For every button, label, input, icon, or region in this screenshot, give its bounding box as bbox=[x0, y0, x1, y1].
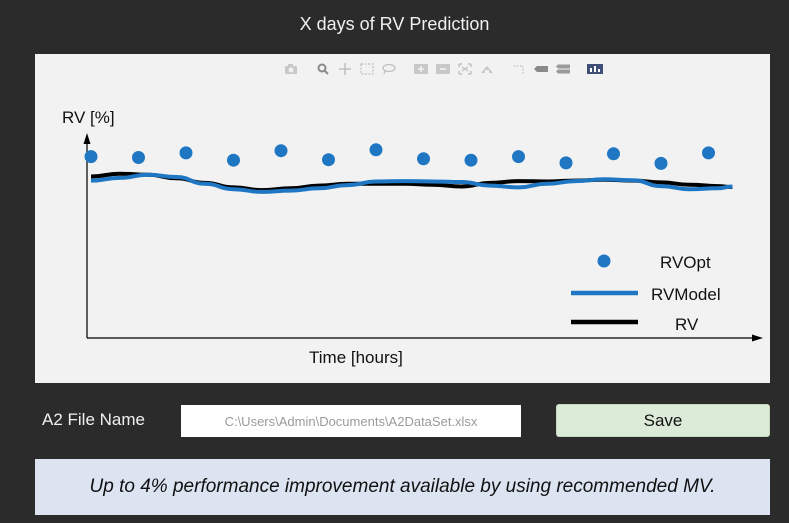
x-axis-label: Time [hours] bbox=[309, 348, 403, 368]
chart-panel: RVOpt RVModel RV RV [%] Time [hours] bbox=[35, 54, 770, 383]
data-point-rvopt bbox=[370, 143, 383, 156]
rv-chart: RVOpt RVModel RV bbox=[35, 54, 770, 383]
legend-rv-label: RV bbox=[675, 315, 699, 334]
data-point-rvopt bbox=[655, 157, 668, 170]
chart-series bbox=[85, 143, 733, 192]
window-title: X days of RV Prediction bbox=[0, 14, 789, 35]
file-name-input[interactable] bbox=[181, 405, 521, 437]
data-point-rvopt bbox=[702, 146, 715, 159]
data-point-rvopt bbox=[132, 151, 145, 164]
data-point-rvopt bbox=[180, 146, 193, 159]
recommendation-banner: Up to 4% performance improvement availab… bbox=[35, 459, 770, 515]
chart-legend: RVOpt RVModel RV bbox=[571, 253, 721, 334]
data-point-rvopt bbox=[227, 154, 240, 167]
data-point-rvopt bbox=[85, 150, 98, 163]
save-button[interactable]: Save bbox=[556, 404, 770, 437]
recommendation-message: Up to 4% performance improvement availab… bbox=[90, 476, 716, 498]
file-name-label: A2 File Name bbox=[42, 410, 145, 430]
legend-rvmodel-label: RVModel bbox=[651, 285, 721, 304]
y-axis-label: RV [%] bbox=[62, 108, 115, 128]
data-point-rvopt bbox=[322, 153, 335, 166]
data-point-rvopt bbox=[607, 147, 620, 160]
data-point-rvopt bbox=[512, 150, 525, 163]
data-point-rvopt bbox=[275, 144, 288, 157]
data-point-rvopt bbox=[417, 152, 430, 165]
legend-rvopt-marker bbox=[598, 255, 611, 268]
legend-rvopt-label: RVOpt bbox=[660, 253, 711, 272]
data-point-rvopt bbox=[465, 154, 478, 167]
data-point-rvopt bbox=[560, 156, 573, 169]
